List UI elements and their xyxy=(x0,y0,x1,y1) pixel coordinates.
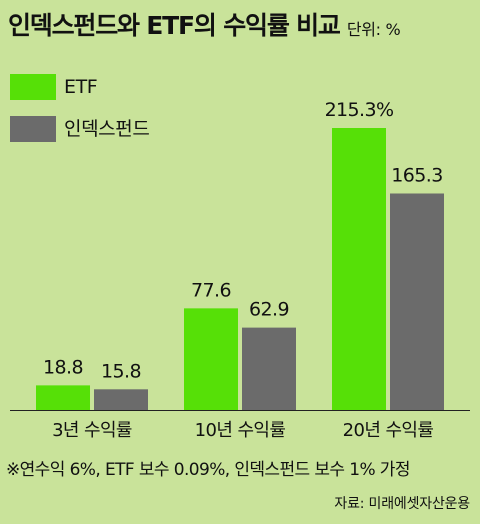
value-label-etf-3: 215.3% xyxy=(325,99,394,121)
value-label-etf-2: 77.6 xyxy=(191,279,231,301)
value-label-etf-1: 18.8 xyxy=(43,356,83,378)
category-label-1: 3년 수익률 xyxy=(52,420,132,441)
title-row: 인덱스펀드와 ETF의 수익률 비교 단위: % xyxy=(8,8,472,44)
category-label-2: 10년 수익률 xyxy=(195,420,286,441)
bar-index-fund-1 xyxy=(94,389,148,410)
unit-label: 단위: % xyxy=(346,20,401,39)
value-label-index-fund-1: 15.8 xyxy=(101,360,141,382)
bar-etf-3 xyxy=(332,128,386,410)
legend: ETF 인덱스펀드 xyxy=(10,74,210,146)
legend-item-etf: ETF xyxy=(10,74,98,100)
bar-index-fund-2 xyxy=(242,327,296,410)
legend-label-etf: ETF xyxy=(64,76,98,98)
bar-etf-1 xyxy=(36,385,90,410)
category-labels-layer: 3년 수익률 10년 수익률 20년 수익률 xyxy=(52,420,434,441)
source-label: 자료: 미래에셋자산운용 xyxy=(334,496,470,512)
legend-swatch-etf xyxy=(10,74,56,100)
legend-item-index-fund: 인덱스펀드 xyxy=(10,116,150,142)
value-label-index-fund-2: 62.9 xyxy=(249,299,289,321)
bars-layer xyxy=(36,128,444,410)
chart-title: 인덱스펀드와 ETF의 수익률 비교 xyxy=(8,11,341,40)
bar-index-fund-3 xyxy=(390,193,444,410)
category-label-3: 20년 수익률 xyxy=(343,420,434,441)
legend-swatch-index-fund xyxy=(10,116,56,142)
footnote: ※연수익 6%, ETF 보수 0.09%, 인덱스펀드 보수 1% 가정 xyxy=(6,460,410,480)
value-label-index-fund-3: 165.3 xyxy=(391,164,442,186)
legend-label-index-fund: 인덱스펀드 xyxy=(64,118,150,140)
bar-etf-2 xyxy=(184,308,238,410)
value-labels-layer: 18.8 15.8 77.6 62.9 215.3% 165.3 xyxy=(43,99,443,382)
